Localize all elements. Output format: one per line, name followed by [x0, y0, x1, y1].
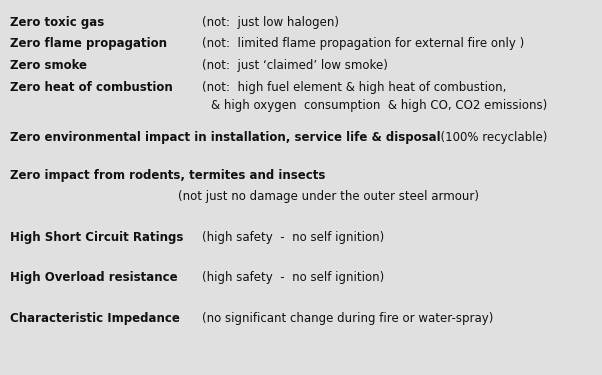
Text: Zero heat of combustion: Zero heat of combustion [10, 81, 172, 94]
Text: Zero flame propagation: Zero flame propagation [10, 38, 167, 51]
Text: (no significant change during fire or water-spray): (no significant change during fire or wa… [202, 312, 493, 325]
Text: (high safety  -  no self ignition): (high safety - no self ignition) [202, 271, 384, 284]
Text: (not:  just low halogen): (not: just low halogen) [202, 16, 339, 29]
Text: & high oxygen  consumption  & high CO, CO2 emissions): & high oxygen consumption & high CO, CO2… [211, 99, 547, 112]
Text: (not:  high fuel element & high heat of combustion,: (not: high fuel element & high heat of c… [202, 81, 506, 94]
Text: High Overload resistance: High Overload resistance [10, 271, 177, 284]
Text: Zero environmental impact in installation, service life & disposal: Zero environmental impact in installatio… [10, 130, 440, 144]
Text: Characteristic Impedance: Characteristic Impedance [10, 312, 179, 325]
Text: High Short Circuit Ratings: High Short Circuit Ratings [10, 231, 183, 244]
Text: (high safety  -  no self ignition): (high safety - no self ignition) [202, 231, 384, 244]
Text: Zero toxic gas: Zero toxic gas [10, 16, 104, 29]
Text: Zero impact from rodents, termites and insects: Zero impact from rodents, termites and i… [10, 170, 325, 183]
Text: (not just no damage under the outer steel armour): (not just no damage under the outer stee… [178, 190, 479, 203]
Text: (not:  limited flame propagation for external fire only ): (not: limited flame propagation for exte… [202, 38, 524, 51]
Text: (not:  just ‘claimed’ low smoke): (not: just ‘claimed’ low smoke) [202, 59, 388, 72]
Text: Zero smoke: Zero smoke [10, 59, 87, 72]
Text: (100% recyclable): (100% recyclable) [433, 130, 548, 144]
